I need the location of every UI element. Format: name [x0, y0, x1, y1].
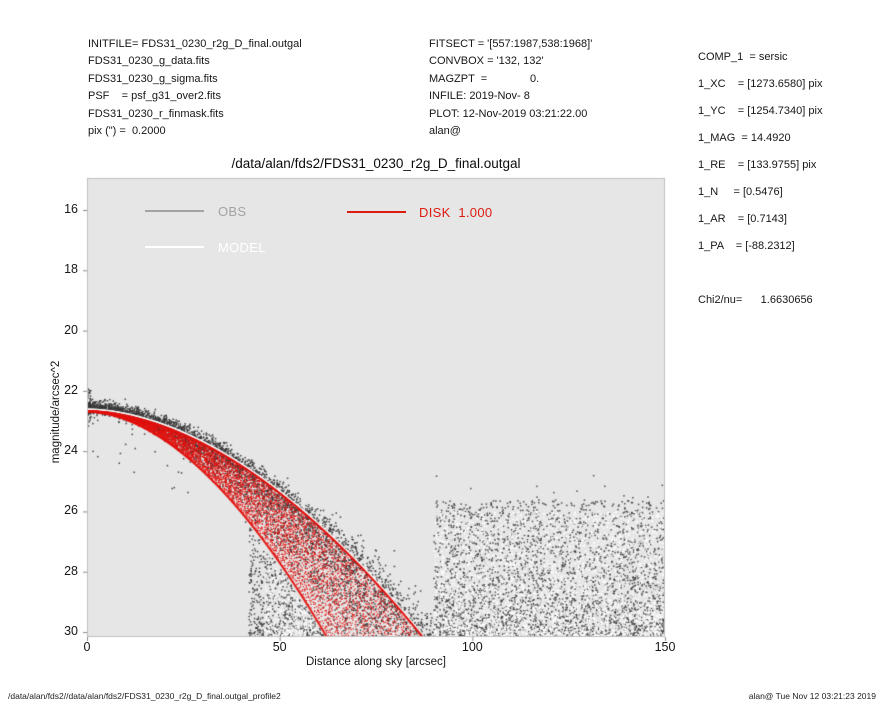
- footer-user-timestamp: alan@ Tue Nov 12 03:21:23 2019: [748, 691, 876, 701]
- legend-label-obs: OBS: [218, 204, 247, 219]
- header-fit-results: COMP_1 = sersic 1_XC = [1273.6580] pix 1…: [698, 51, 823, 306]
- chart-title: /data/alan/fds2/FDS31_0230_r2g_D_final.o…: [231, 156, 521, 171]
- legend-line-disk: [347, 211, 406, 213]
- y-tick-label: 18: [64, 262, 78, 277]
- y-tick-label: 26: [64, 503, 78, 518]
- legend-label-disk: DISK 1.000: [419, 205, 493, 220]
- x-axis-label: Distance along sky [arcsec]: [306, 656, 446, 668]
- y-tick-label: 22: [64, 382, 78, 397]
- legend-label-model: MODEL: [218, 240, 266, 255]
- y-tick-label: 20: [64, 322, 78, 337]
- x-tick-label: 100: [461, 640, 483, 654]
- footer-output-path: /data/alan/fds2//data/alan/fds2/FDS31_02…: [8, 691, 281, 701]
- y-tick-label: 28: [64, 563, 78, 578]
- y-tick-label: 24: [64, 443, 78, 458]
- x-tick-label: 0: [83, 640, 91, 654]
- y-tick-label: 16: [64, 202, 78, 216]
- header-fit-settings: FITSECT = '[557:1987,538:1968]' CONVBOX …: [429, 38, 593, 138]
- legend-line-obs: [145, 210, 204, 212]
- x-tick-label: 150: [654, 640, 676, 654]
- y-tick-label: 30: [64, 624, 78, 638]
- header-input-files: INITFILE= FDS31_0230_r2g_D_final.outgal …: [88, 38, 302, 138]
- x-tick-label: 50: [272, 640, 287, 654]
- legend-line-model: [145, 246, 204, 248]
